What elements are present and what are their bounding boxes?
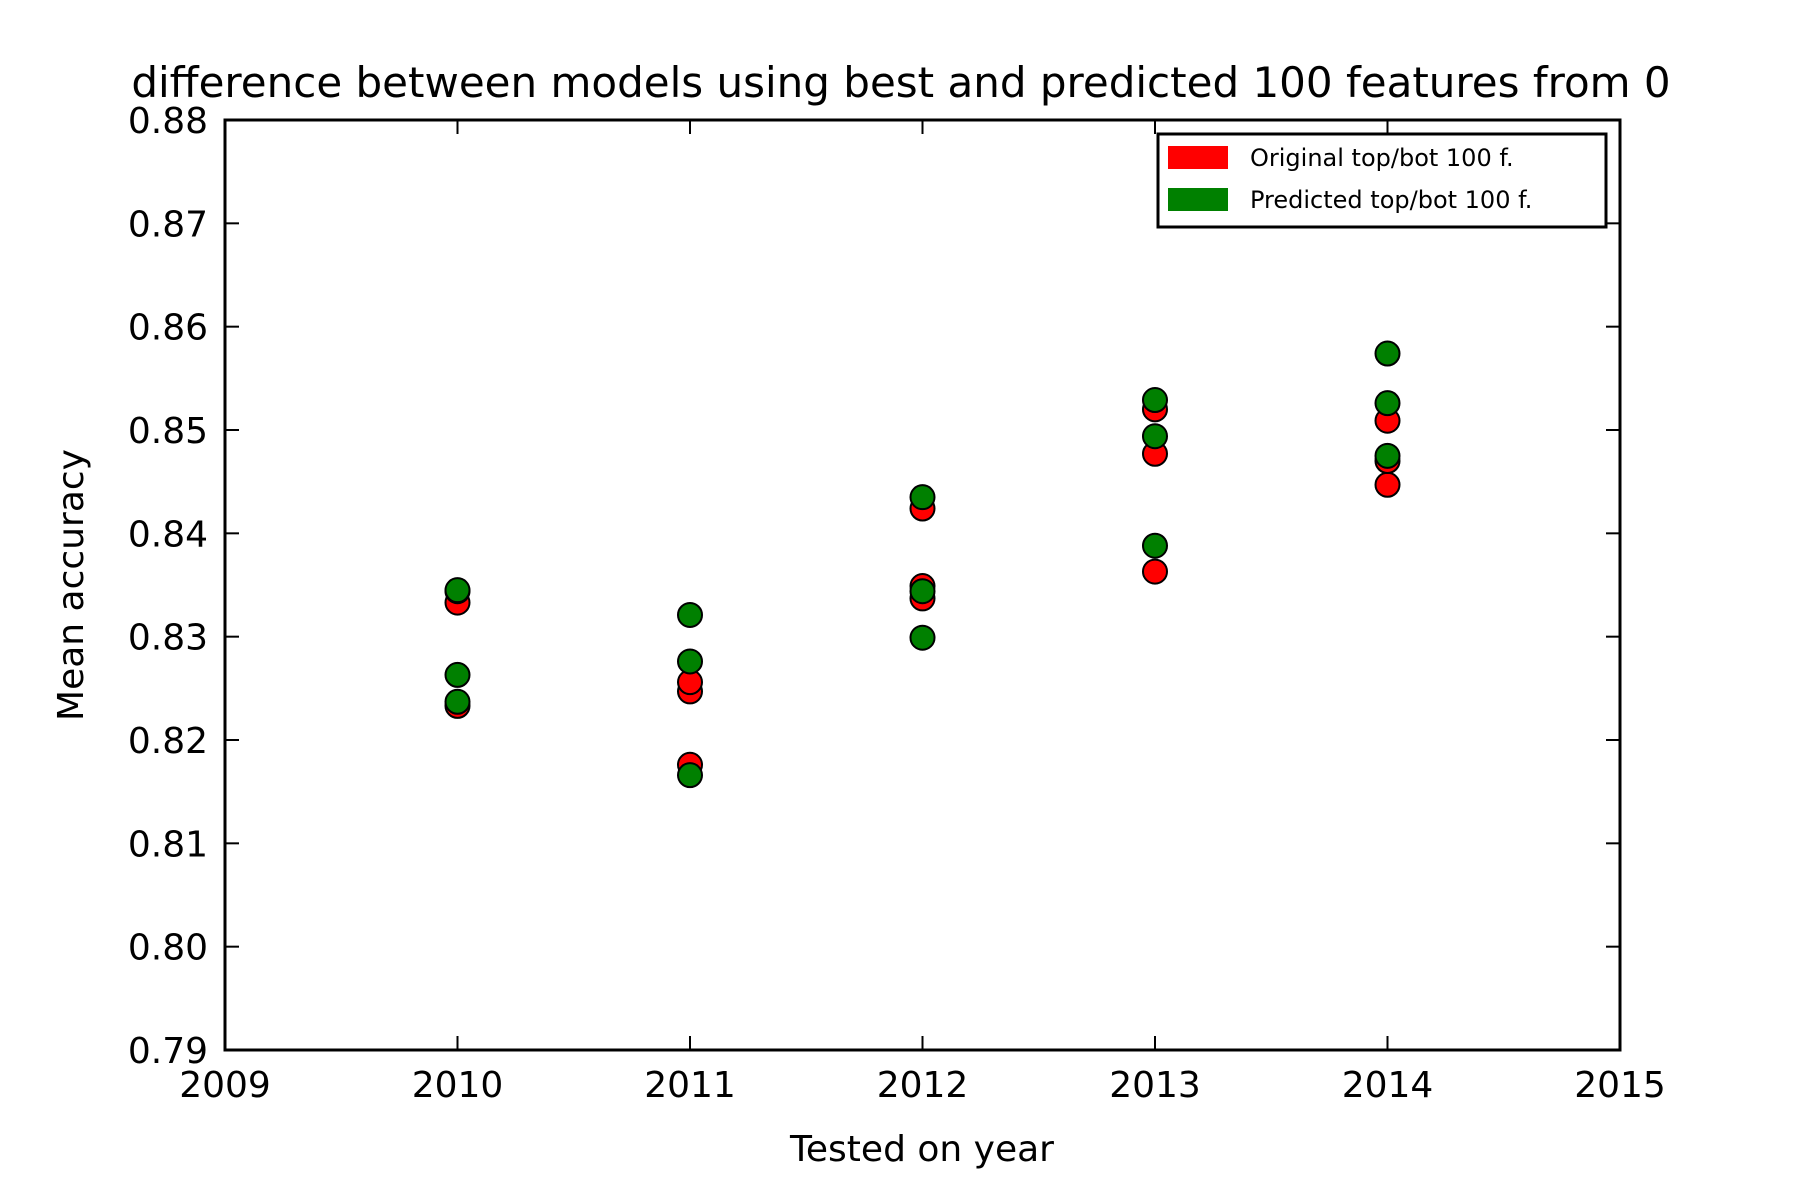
data-points bbox=[444, 340, 1401, 789]
legend: Original top/bot 100 f. Predicted top/bo… bbox=[1156, 132, 1608, 229]
legend-swatch-original bbox=[1168, 146, 1228, 169]
data-point bbox=[677, 762, 703, 789]
x-tick-label: 2014 bbox=[1342, 1065, 1434, 1106]
data-point bbox=[1142, 532, 1168, 559]
chart-title: difference between models using best and… bbox=[131, 58, 1670, 107]
x-tick-label: 2012 bbox=[877, 1065, 969, 1106]
data-point bbox=[1374, 340, 1401, 367]
y-tick-labels: 0.79 0.80 0.81 0.82 0.83 0.84 0.85 0.86 0.87 0.88 bbox=[128, 101, 208, 1072]
y-tick-label: 0.80 bbox=[128, 928, 208, 969]
data-point bbox=[677, 601, 703, 628]
data-point bbox=[909, 578, 936, 605]
data-point bbox=[909, 624, 936, 651]
x-tick-label: 2011 bbox=[644, 1065, 736, 1106]
data-point bbox=[909, 484, 936, 511]
data-point bbox=[444, 688, 471, 715]
data-point bbox=[1374, 471, 1401, 498]
data-point bbox=[1142, 387, 1168, 414]
data-point bbox=[1374, 390, 1401, 417]
x-tick-label: 2010 bbox=[412, 1065, 504, 1106]
y-tick-label: 0.82 bbox=[128, 721, 208, 762]
x-tick-label: 2013 bbox=[1109, 1065, 1201, 1106]
data-point bbox=[677, 648, 703, 675]
legend-label-original: Original top/bot 100 f. bbox=[1250, 144, 1514, 172]
y-tick-label: 0.84 bbox=[128, 514, 208, 555]
y-tick-label: 0.81 bbox=[128, 824, 208, 865]
y-tick-label: 0.85 bbox=[128, 411, 208, 452]
y-tick-label: 0.88 bbox=[128, 101, 208, 142]
plot-frame bbox=[223, 118, 1622, 1052]
y-axis-title: Mean accuracy bbox=[51, 449, 92, 721]
data-point bbox=[1142, 423, 1168, 450]
legend-label-predicted: Predicted top/bot 100 f. bbox=[1250, 186, 1532, 214]
x-tick-label: 2009 bbox=[179, 1065, 271, 1106]
legend-swatch-predicted bbox=[1168, 188, 1228, 211]
legend-box bbox=[1156, 132, 1608, 229]
series-predicted bbox=[444, 340, 1401, 789]
data-point bbox=[1142, 558, 1168, 585]
x-tick-label: 2015 bbox=[1574, 1065, 1666, 1106]
x-axis-title: Tested on year bbox=[789, 1129, 1054, 1170]
y-tick-label: 0.86 bbox=[128, 308, 208, 349]
x-tick-labels: 2009 2010 2011 2012 2013 2014 2015 bbox=[179, 1065, 1666, 1106]
data-point bbox=[444, 661, 471, 688]
y-tick-label: 0.79 bbox=[128, 1031, 208, 1072]
y-tick-label: 0.87 bbox=[128, 204, 208, 245]
data-point bbox=[444, 577, 471, 604]
y-tick-label: 0.83 bbox=[128, 618, 208, 659]
data-point bbox=[1374, 442, 1401, 469]
